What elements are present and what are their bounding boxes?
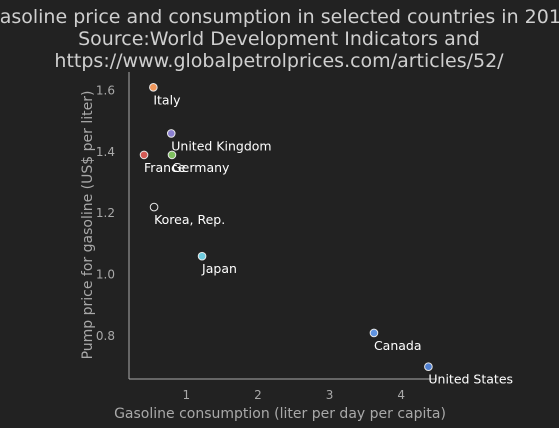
data-point (424, 362, 433, 372)
data-point (167, 150, 177, 160)
y-tick-label: 1.6 (96, 83, 115, 97)
chart-title: Gasoline price and consumption in select… (0, 6, 559, 72)
x-tick-label: 1 (182, 388, 190, 402)
chart-title-line-2: Source:World Development Indicators and (78, 28, 480, 50)
x-tick-label: 4 (397, 388, 405, 402)
data-point (149, 83, 158, 92)
point-label: Italy (153, 92, 181, 107)
point-label: Germany (172, 160, 230, 175)
y-tick-label: 1.0 (96, 268, 115, 282)
point-label: Canada (374, 338, 422, 353)
data-point (197, 251, 207, 261)
point-label: Japan (201, 261, 237, 276)
axis-ticks: 1 2 3 4 0.8 1.0 1.2 1.4 1.6 (96, 83, 405, 402)
x-tick-label: 2 (254, 388, 262, 402)
chart-title-line-1: Gasoline price and consumption in select… (0, 6, 559, 28)
x-axis-label: Gasoline consumption (liter per day per … (114, 406, 446, 422)
x-tick-label: 3 (326, 388, 334, 402)
y-tick-label: 0.8 (96, 329, 115, 343)
point-label: France (144, 160, 186, 175)
data-point (166, 129, 176, 138)
chart-title-line-3: https://www.globalpetrolprices.com/artic… (54, 50, 504, 72)
y-axis-label: Pump price for gasoline (US$ per liter) (80, 91, 96, 360)
point-label: Korea, Rep. (154, 212, 225, 227)
y-tick-label: 1.4 (96, 145, 115, 159)
point-label: United States (428, 372, 513, 387)
point-label: United Kingdom (171, 138, 271, 153)
data-point (139, 150, 149, 160)
data-point (369, 328, 379, 338)
y-tick-label: 1.2 (96, 206, 115, 220)
data-point (149, 202, 159, 212)
